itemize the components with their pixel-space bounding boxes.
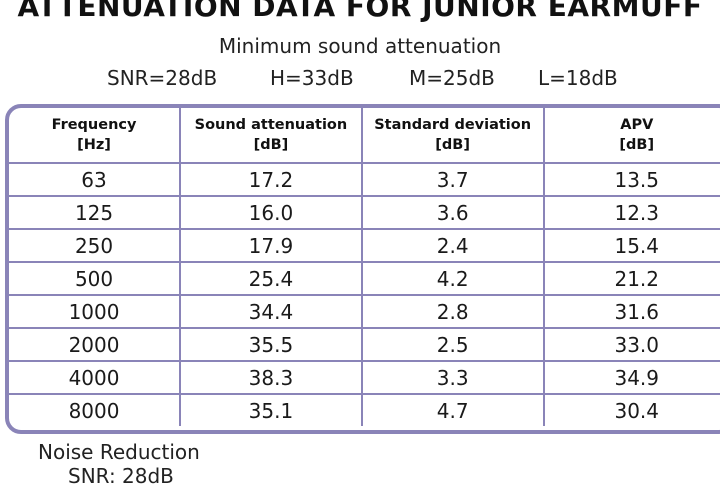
table-row: 250 17.9 2.4 15.4: [9, 228, 720, 263]
rating-m: M=25dB: [409, 66, 495, 90]
table-body: 63 17.2 3.7 13.5 125 16.0 3.6 12.3 250 17.9 2.4 15.…: [9, 162, 720, 426]
cell-sound-attenuation: 34.4: [179, 294, 363, 329]
rating-snr: SNR=28dB: [107, 66, 218, 90]
cell-standard-deviation: 3.7: [360, 162, 545, 197]
cell-apv: 33.0: [542, 327, 720, 362]
table-row: 4000 38.3 3.3 34.9: [9, 360, 720, 395]
cell-apv: 31.6: [542, 294, 720, 329]
cell-frequency: 2000: [9, 327, 182, 362]
cell-apv: 13.5: [542, 162, 720, 197]
header-label: Standard deviation: [374, 117, 532, 133]
cell-sound-attenuation: 16.0: [179, 195, 363, 230]
table-row: 1000 34.4 2.8 31.6: [9, 294, 720, 329]
cell-frequency: 500: [9, 261, 182, 296]
rating-h: H=33dB: [270, 66, 354, 90]
cell-sound-attenuation: 25.4: [179, 261, 363, 296]
rating-l: L=18dB: [538, 66, 618, 90]
header-sound-attenuation: Sound attenuation [dB]: [179, 108, 363, 164]
cell-standard-deviation: 2.8: [360, 294, 545, 329]
header-label: Sound attenuation: [194, 117, 348, 133]
footer-line-2: SNR: 28dB: [68, 464, 174, 488]
cell-apv: 12.3: [542, 195, 720, 230]
cell-apv: 15.4: [542, 228, 720, 263]
cell-frequency: 250: [9, 228, 182, 263]
cell-frequency: 125: [9, 195, 182, 230]
table-row: 500 25.4 4.2 21.2: [9, 261, 720, 296]
cell-standard-deviation: 4.7: [360, 393, 545, 426]
header-unit: [dB]: [253, 137, 289, 153]
cell-sound-attenuation: 35.1: [179, 393, 363, 426]
table-row: 2000 35.5 2.5 33.0: [9, 327, 720, 362]
cell-apv: 30.4: [542, 393, 720, 426]
noise-reduction-note: Noise Reduction SNR: 28dB: [38, 440, 200, 488]
cell-sound-attenuation: 35.5: [179, 327, 363, 362]
cell-sound-attenuation: 17.9: [179, 228, 363, 263]
footer-line-1: Noise Reduction: [38, 440, 200, 464]
cell-frequency: 4000: [9, 360, 182, 395]
table-header-row: Frequency [Hz] Sound attenuation [dB] St…: [9, 108, 720, 164]
document-subtitle: Minimum sound attenuation: [218, 34, 502, 58]
document-title: ATTENUATION DATA FOR JUNIOR EARMUFF: [17, 0, 703, 23]
header-standard-deviation: Standard deviation [dB]: [360, 108, 545, 164]
cell-standard-deviation: 3.3: [360, 360, 545, 395]
attenuation-table: Frequency [Hz] Sound attenuation [dB] St…: [9, 108, 720, 426]
rating-summary: SNR=28dB H=33dB M=25dB L=18dB: [0, 64, 720, 92]
cell-frequency: 63: [9, 162, 182, 197]
table-row: 8000 35.1 4.7 30.4: [9, 393, 720, 426]
cell-frequency: 8000: [9, 393, 182, 426]
header-unit: [dB]: [435, 137, 470, 153]
cell-standard-deviation: 2.4: [360, 228, 545, 263]
header-frequency: Frequency [Hz]: [9, 108, 182, 164]
cell-sound-attenuation: 17.2: [179, 162, 363, 197]
table-row: 63 17.2 3.7 13.5: [9, 162, 720, 197]
header-apv: APV [dB]: [542, 108, 720, 164]
header-unit: [dB]: [619, 137, 655, 153]
header-label: APV: [620, 117, 654, 133]
header-label: Frequency: [51, 117, 137, 133]
header-unit: [Hz]: [77, 137, 111, 153]
cell-standard-deviation: 2.5: [360, 327, 545, 362]
cell-apv: 21.2: [542, 261, 720, 296]
table-row: 125 16.0 3.6 12.3: [9, 195, 720, 230]
cell-standard-deviation: 3.6: [360, 195, 545, 230]
cell-frequency: 1000: [9, 294, 182, 329]
cell-standard-deviation: 4.2: [360, 261, 545, 296]
cell-sound-attenuation: 38.3: [179, 360, 363, 395]
cell-apv: 34.9: [542, 360, 720, 395]
attenuation-table-frame: Frequency [Hz] Sound attenuation [dB] St…: [5, 104, 720, 434]
